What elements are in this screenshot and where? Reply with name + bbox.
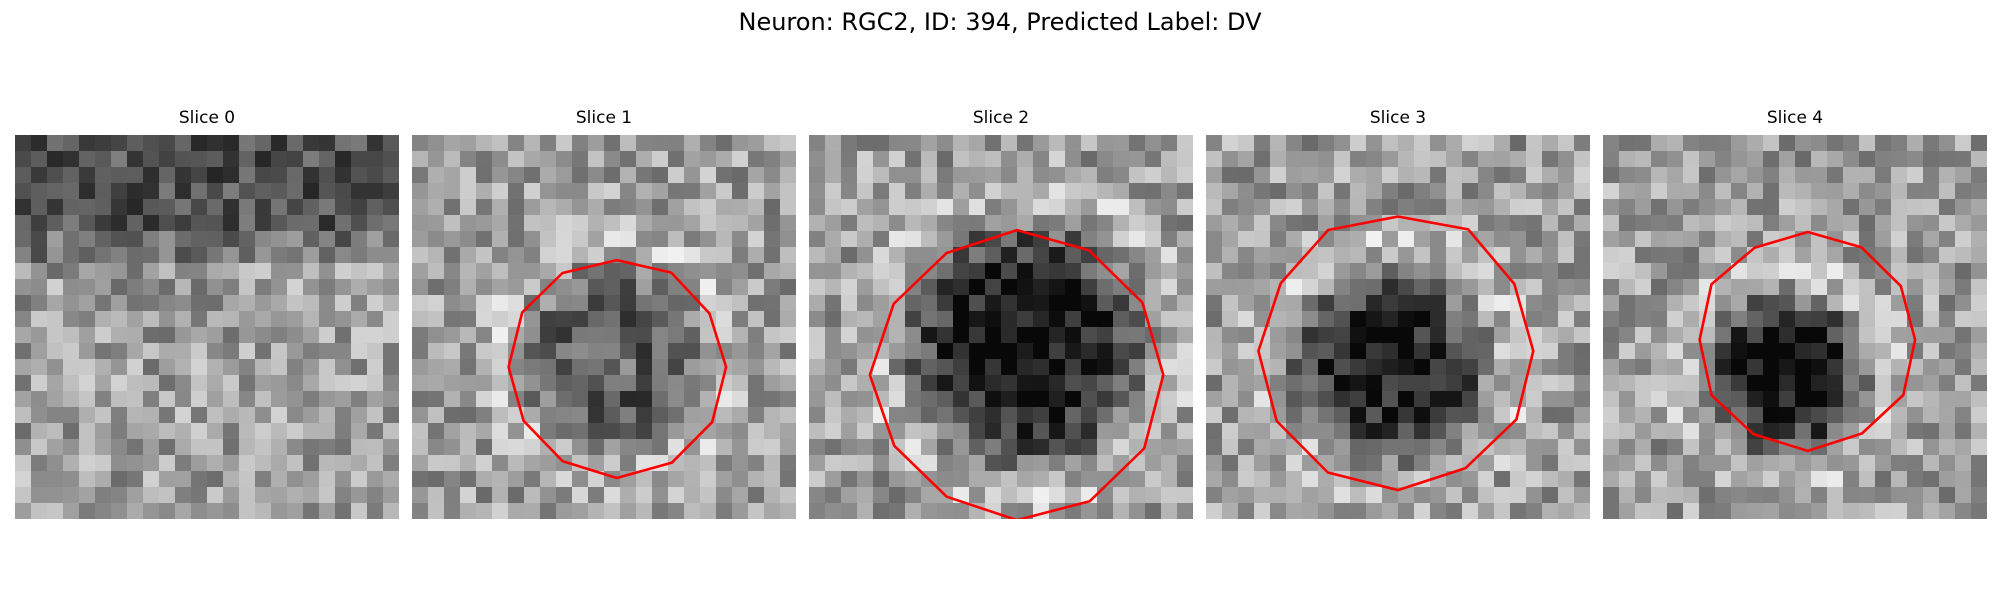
slice-title: Slice 2 <box>972 108 1030 128</box>
cell-contour <box>1698 230 1917 453</box>
cell-contour <box>868 228 1165 519</box>
slice-image <box>412 135 796 519</box>
slice-title: Slice 1 <box>575 108 633 128</box>
slice-title: Slice 3 <box>1369 108 1427 128</box>
cell-contour <box>1257 215 1535 492</box>
slice-title: Slice 0 <box>178 108 236 128</box>
slice-image <box>1603 135 1987 519</box>
slice-image <box>15 135 399 519</box>
figure-title: Neuron: RGC2, ID: 394, Predicted Label: … <box>738 8 1262 36</box>
slice-image <box>809 135 1193 519</box>
cell-contour <box>507 258 728 480</box>
slice-image <box>1206 135 1590 519</box>
slice-title: Slice 4 <box>1766 108 1824 128</box>
